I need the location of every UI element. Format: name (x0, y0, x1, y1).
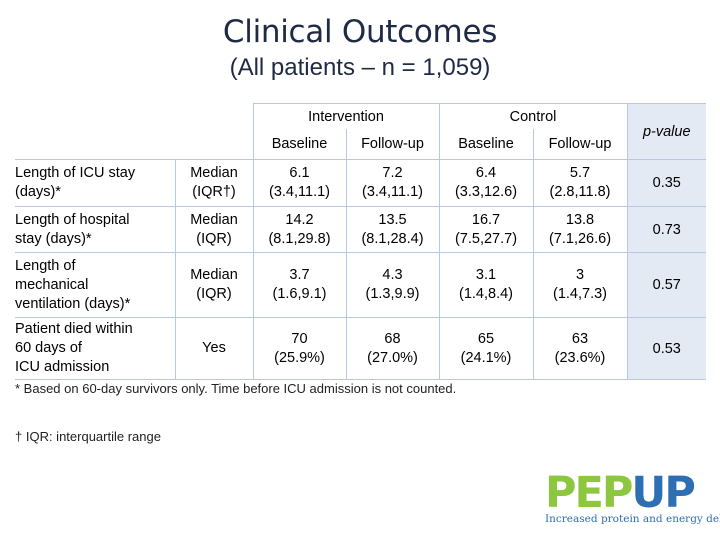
logo-wordmark: PEPUP (545, 468, 696, 518)
stat-label: Median (IQR) (174, 252, 253, 318)
ctl-baseline-header: Baseline (438, 129, 533, 160)
stat-label: Median (IQR) (174, 206, 253, 253)
table-row: Length of mechanical ventilation (days)* M… (15, 252, 706, 318)
int-baseline-cell: 3.7 (1.6,9.1) (252, 252, 346, 318)
footnote-survivors: * Based on 60-day survivors only. Time b… (15, 381, 457, 396)
stat-label: Yes (174, 317, 253, 380)
ctl-baseline-cell: 65 (24.1%) (438, 317, 533, 380)
int-baseline-header: Baseline (252, 129, 346, 160)
footnote-iqr: † IQR: interquartile range (15, 429, 161, 444)
int-baseline-cell: 70 (25.9%) (252, 317, 346, 380)
table-row: Length of hospital stay (days)* Median (IQ… (15, 206, 706, 253)
slide-title: Clinical Outcomes (222, 14, 498, 50)
intervention-header: Intervention (252, 103, 439, 129)
ctl-baseline-cell: 16.7 (7.5,27.7) (438, 206, 533, 253)
logo-part-up: UP (631, 468, 695, 518)
table-row: Length of ICU stay (days)* Median (IQR†) 6… (15, 159, 706, 207)
control-header: Control (438, 103, 627, 129)
outcome-label: Length of ICU stay (days)* (15, 159, 175, 207)
ctl-baseline-cell: 6.4 (3.3,12.6) (438, 159, 533, 207)
logo-part-pep: PEP (545, 468, 633, 518)
pepup-logo: PEPUP Increased protein and energy deliv… (545, 468, 720, 530)
ctl-followup-cell: 13.8 (7.1,26.6) (532, 206, 627, 253)
int-followup-cell: 7.2 (3.4,11.1) (345, 159, 439, 207)
outcome-label: Length of hospital stay (days)* (15, 206, 175, 253)
logo-tagline: Increased protein and energy delivery (545, 513, 720, 525)
ctl-followup-cell: 5.7 (2.8,11.8) (532, 159, 627, 207)
int-followup-cell: 4.3 (1.3,9.9) (345, 252, 439, 318)
outcomes-table: Intervention Control p-value Baseline Fo… (15, 103, 706, 380)
ctl-followup-cell: 63 (23.6%) (532, 317, 627, 380)
pvalue-header: p-value (626, 103, 706, 160)
outcome-label: Length of mechanical ventilation (days)* (15, 252, 175, 318)
int-baseline-cell: 6.1 (3.4,11.1) (252, 159, 346, 207)
outcome-label: Patient died within 60 days of ICU admissi… (15, 317, 175, 380)
pvalue-cell: 0.73 (626, 206, 706, 253)
ctl-followup-cell: 3 (1.4,7.3) (532, 252, 627, 318)
sub-header-row: Baseline Follow-up Baseline Follow-up (15, 129, 706, 160)
slide-subtitle: (All patients – n = 1,059) (229, 54, 491, 81)
int-baseline-cell: 14.2 (8.1,29.8) (252, 206, 346, 253)
table-row: Patient died within 60 days of ICU admissi… (15, 317, 706, 380)
ctl-followup-header: Follow-up (532, 129, 627, 160)
pvalue-cell: 0.53 (626, 317, 706, 380)
int-followup-header: Follow-up (345, 129, 439, 160)
int-followup-cell: 13.5 (8.1,28.4) (345, 206, 439, 253)
ctl-baseline-cell: 3.1 (1.4,8.4) (438, 252, 533, 318)
int-followup-cell: 68 (27.0%) (345, 317, 439, 380)
stat-label: Median (IQR†) (174, 159, 253, 207)
pvalue-cell: 0.35 (626, 159, 706, 207)
group-header-row: Intervention Control p-value (15, 103, 706, 160)
pvalue-cell: 0.57 (626, 252, 706, 318)
